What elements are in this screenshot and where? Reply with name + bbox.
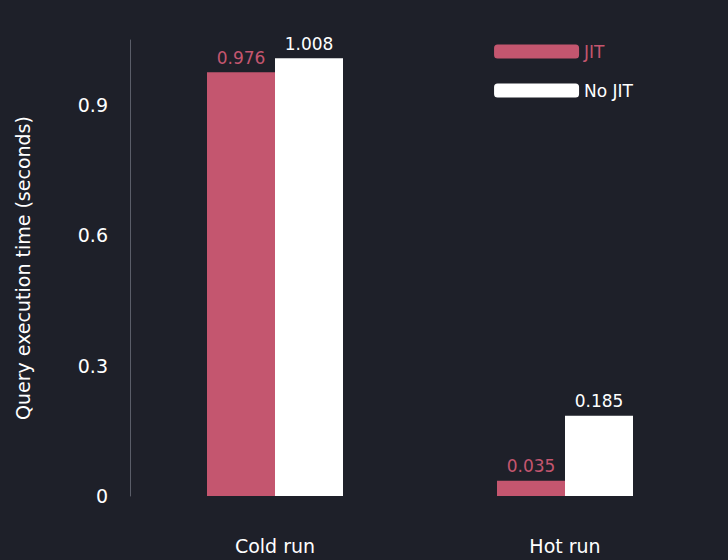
svg-text:0.035: 0.035 bbox=[507, 456, 556, 476]
svg-text:Hot run: Hot run bbox=[529, 535, 600, 557]
svg-text:JIT: JIT bbox=[583, 42, 605, 62]
svg-text:Cold run: Cold run bbox=[235, 535, 315, 557]
svg-text:0.9: 0.9 bbox=[78, 94, 108, 116]
svg-text:No JIT: No JIT bbox=[584, 81, 634, 101]
svg-text:Query execution time (seconds): Query execution time (seconds) bbox=[12, 116, 34, 420]
svg-text:0.976: 0.976 bbox=[217, 48, 266, 68]
svg-text:0.6: 0.6 bbox=[78, 224, 108, 246]
svg-text:0: 0 bbox=[96, 485, 108, 507]
svg-text:1.008: 1.008 bbox=[285, 34, 334, 54]
svg-text:0.185: 0.185 bbox=[575, 391, 624, 411]
svg-text:0.3: 0.3 bbox=[78, 355, 108, 377]
